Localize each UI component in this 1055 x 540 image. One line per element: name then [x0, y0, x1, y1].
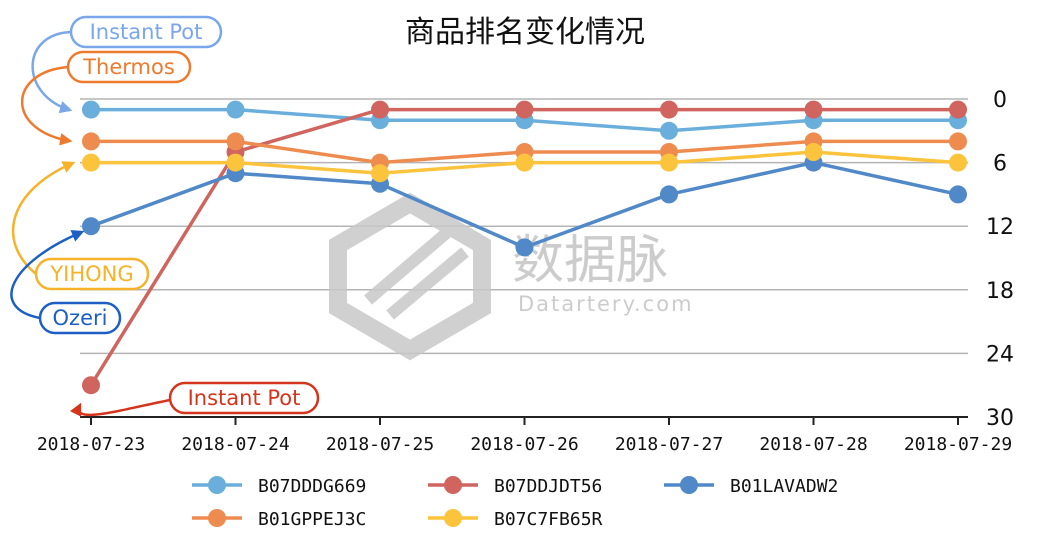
legend-item[interactable]: B01GPPEJ3C [192, 509, 366, 530]
watermark-subtext: Datartery.com [518, 292, 694, 316]
legend-label: B01GPPEJ3C [258, 509, 366, 530]
annotation-callout: YIHONG [11, 161, 150, 291]
annotations: Instant Pot Thermos YIHONG Ozeri Instant Pot [10, 15, 320, 417]
annotation-arrow [20, 65, 73, 146]
data-point [226, 100, 245, 119]
data-point [949, 185, 967, 204]
data-point [371, 100, 389, 119]
annotation-label: Ozeri [53, 306, 108, 330]
x-tick-label: 2018-07-25 [326, 434, 434, 455]
annotation-box [168, 381, 320, 415]
data-point [515, 100, 534, 119]
y-tick-label: 24 [986, 342, 1014, 367]
y-tick-label: 30 [986, 406, 1014, 431]
annotation-box [66, 50, 192, 84]
legend-marker [444, 476, 462, 494]
annotation-box [38, 301, 122, 335]
data-point [660, 100, 678, 119]
legend-marker [208, 509, 226, 527]
y-tick-label: 18 [986, 279, 1014, 304]
data-point [949, 153, 967, 172]
x-tick-label: 2018-07-27 [615, 434, 723, 455]
y-tick-label: 6 [993, 152, 1007, 177]
series-b07ddjdt56 [82, 100, 967, 395]
legend-item[interactable]: B07DDJDT56 [428, 476, 602, 497]
annotation-label: Instant Pot [90, 20, 203, 44]
legend-item[interactable]: B07DDDG669 [192, 476, 366, 497]
annotation-arrow [69, 398, 171, 417]
data-point [82, 153, 100, 172]
annotation-box [69, 15, 223, 49]
legend-label: B07DDJDT56 [494, 476, 602, 497]
series-layer [82, 100, 967, 395]
data-point [949, 132, 967, 151]
legend-label: B01LAVADW2 [730, 476, 838, 497]
legend-marker [208, 476, 226, 494]
x-tick-label: 2018-07-29 [904, 434, 1012, 455]
data-point [804, 100, 823, 119]
legend: B07DDDG669 B07DDJDT56 B01LAVADW2 B01GPPEJ3C… [192, 476, 838, 530]
watermark: 数据脉 Datartery.com [329, 192, 694, 361]
axes: 0 6 12 18 24 30 2018-07-23 2018-07-24 2018-07-25… [37, 88, 1014, 455]
annotation-box [34, 257, 150, 291]
data-point [515, 238, 534, 257]
x-tick-label: 2018-07-24 [181, 434, 289, 455]
data-point [804, 143, 823, 161]
annotation-arrow [10, 230, 85, 320]
data-point [371, 164, 389, 183]
data-point [660, 153, 678, 172]
annotation-arrow [31, 30, 73, 114]
data-point [949, 100, 967, 119]
legend-item[interactable]: B01LAVADW2 [664, 476, 838, 497]
data-point [660, 185, 678, 204]
data-point [226, 153, 245, 172]
x-tick-label: 2018-07-28 [759, 434, 867, 455]
legend-label: B07DDDG669 [258, 476, 366, 497]
series-b07c7fb65r [82, 143, 967, 183]
data-point [660, 121, 678, 140]
data-point [82, 217, 100, 236]
data-point [515, 153, 534, 172]
chart-title: 商品排名变化情况 [405, 15, 645, 50]
watermark-text: 数据脉 [512, 231, 668, 291]
legend-marker [680, 476, 698, 494]
annotation-label: YIHONG [49, 262, 133, 286]
y-tick-label: 12 [986, 215, 1014, 240]
data-point [226, 132, 245, 151]
annotation-label: Thermos [82, 55, 175, 79]
data-point [82, 376, 100, 395]
annotation-callout: Thermos [20, 50, 192, 146]
legend-marker [444, 509, 462, 527]
y-tick-label: 0 [993, 88, 1007, 113]
annotation-label: Instant Pot [188, 386, 301, 410]
legend-item[interactable]: B07C7FB65R [428, 509, 603, 530]
data-point [82, 100, 100, 119]
data-point [82, 132, 100, 151]
legend-label: B07C7FB65R [494, 509, 603, 530]
x-tick-label: 2018-07-26 [470, 434, 578, 455]
annotation-callout: Instant Pot [31, 15, 223, 114]
x-tick-label: 2018-07-23 [37, 434, 145, 455]
annotation-callout: Instant Pot [69, 381, 320, 417]
annotation-callout: Ozeri [10, 230, 122, 335]
annotation-arrow [11, 161, 76, 275]
